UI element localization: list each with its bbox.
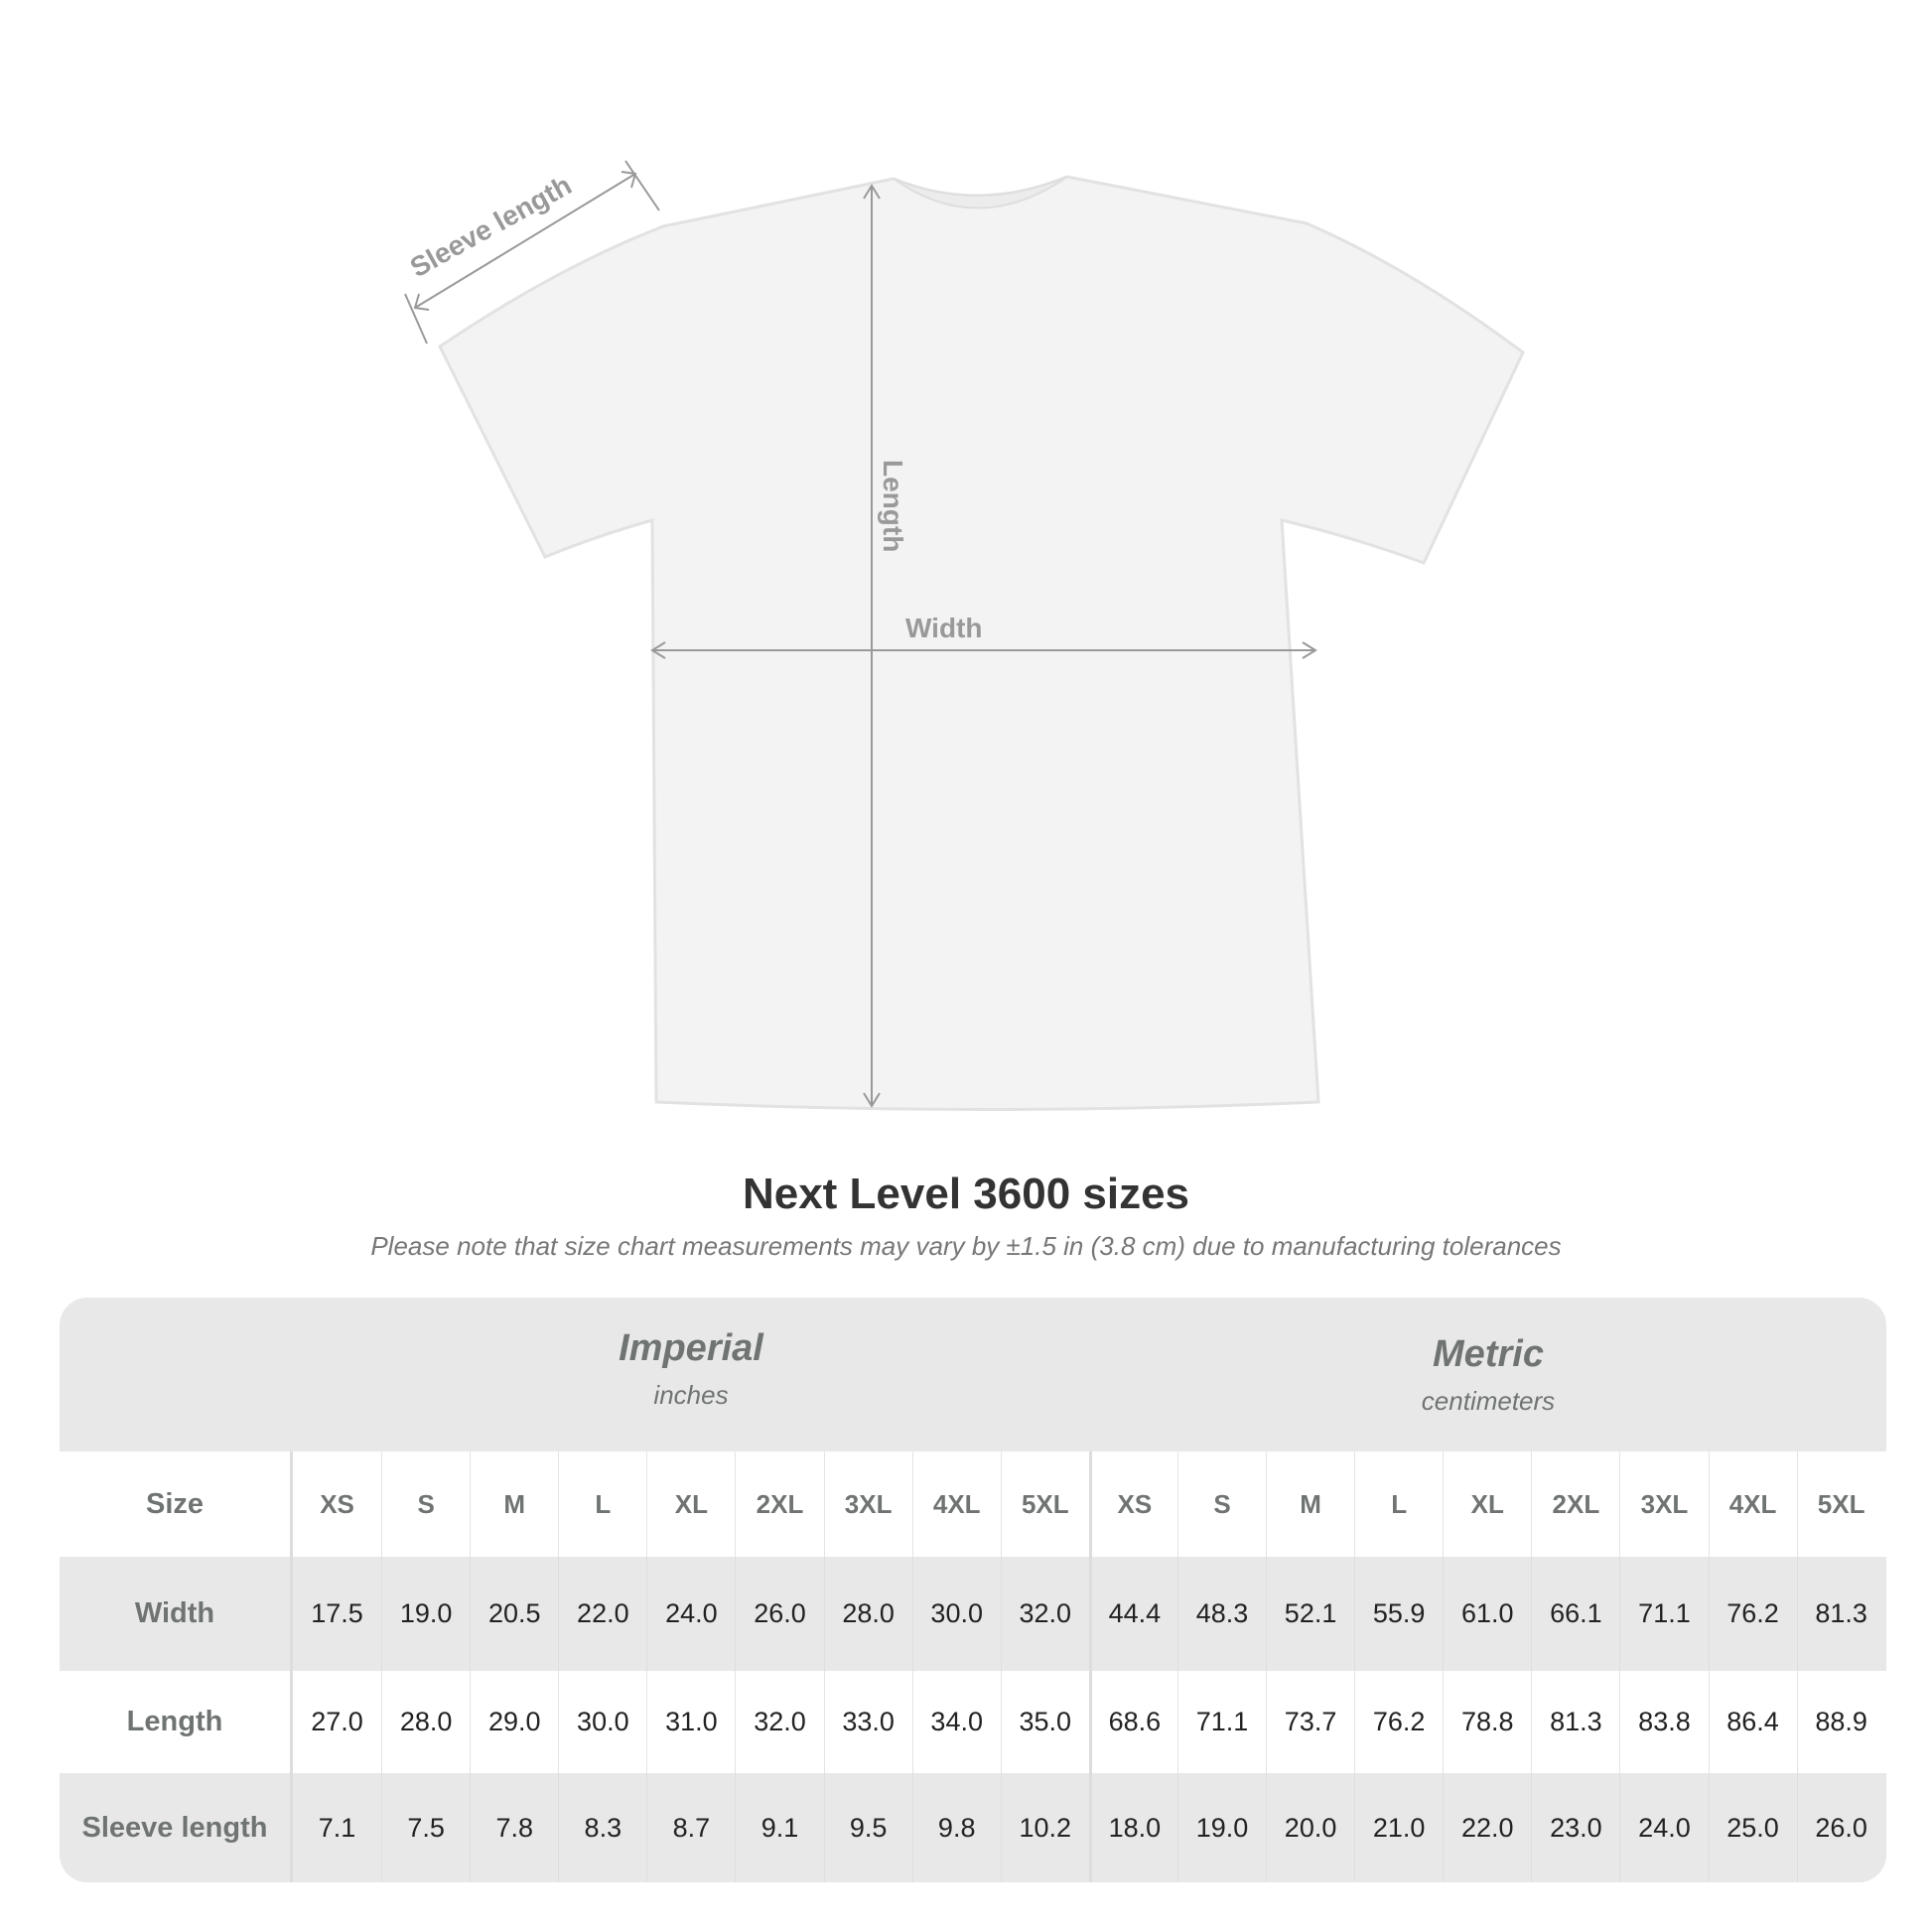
metric-cell: 61.0	[1443, 1557, 1531, 1671]
metric-cell: 68.6	[1088, 1671, 1177, 1773]
tshirt-image	[438, 175, 1525, 1111]
imperial-cell: 5XL	[1000, 1451, 1089, 1557]
metric-cell: L	[1354, 1451, 1443, 1557]
imperial-cell: 9.1	[735, 1773, 823, 1882]
length-row: Length 27.0 28.0 29.0 30.0 31.0 32.0 33.0 34.0 35…	[60, 1671, 1886, 1773]
metric-cell: 71.1	[1176, 1671, 1266, 1773]
row-label: Length	[60, 1671, 293, 1773]
sleeve-arrow	[404, 160, 660, 345]
imperial-cell: XL	[646, 1451, 735, 1557]
metric-cell: 2XL	[1531, 1451, 1619, 1557]
metric-unit: centimeters	[1421, 1386, 1556, 1416]
imperial-cell: 29.0	[470, 1671, 558, 1773]
imperial-cell: 26.0	[735, 1557, 823, 1671]
imperial-cell: 4XL	[911, 1451, 1001, 1557]
metric-cell: 48.3	[1176, 1557, 1266, 1671]
metric-header: Metric centimeters	[1090, 1298, 1886, 1487]
imperial-cell: 28.0	[381, 1671, 470, 1773]
metric-cell: 81.3	[1796, 1557, 1885, 1671]
imperial-cell: 10.2	[1000, 1773, 1089, 1882]
imperial-cell: 7.5	[381, 1773, 470, 1882]
metric-cell: 23.0	[1531, 1773, 1619, 1882]
imperial-cell: 22.0	[558, 1557, 646, 1671]
metric-cell: M	[1266, 1451, 1354, 1557]
imperial-cell: 33.0	[823, 1671, 912, 1773]
metric-cell: 20.0	[1266, 1773, 1354, 1882]
metric-cell: 66.1	[1531, 1557, 1619, 1671]
imperial-cell: 28.0	[823, 1557, 912, 1671]
metric-cell: 19.0	[1176, 1773, 1266, 1882]
metric-cell: 78.8	[1443, 1671, 1531, 1773]
metric-cell: 86.4	[1708, 1671, 1797, 1773]
tshirt-diagram: Sleeve length Length Width	[404, 160, 1525, 1111]
width-row: Width 17.5 19.0 20.5 22.0 24.0 26.0 28.0 30.0 32.…	[60, 1557, 1886, 1671]
metric-cell: 22.0	[1443, 1773, 1531, 1882]
imperial-cell: 3XL	[823, 1451, 912, 1557]
imperial-cell: 17.5	[311, 1598, 363, 1628]
imperial-unit: inches	[653, 1380, 729, 1410]
metric-cell: XS	[1088, 1451, 1177, 1557]
imperial-cell: 9.8	[911, 1773, 1001, 1882]
imperial-cell: 32.0	[735, 1671, 823, 1773]
metric-cell: 52.1	[1266, 1557, 1354, 1671]
imperial-cell: 30.0	[911, 1557, 1001, 1671]
imperial-cell: 7.8	[470, 1773, 558, 1882]
imperial-cell: 20.5	[470, 1557, 558, 1671]
width-label: Width	[905, 613, 983, 643]
metric-cell: 18.0	[1088, 1773, 1177, 1882]
imperial-cell: 31.0	[646, 1671, 735, 1773]
metric-cell: 55.9	[1354, 1557, 1443, 1671]
metric-cell: 76.2	[1708, 1557, 1797, 1671]
metric-cell: 25.0	[1708, 1773, 1797, 1882]
sleeve-length-row: Sleeve length 7.1 7.5 7.8 8.3 8.7 9.1 9.5 9.8 10.…	[60, 1773, 1886, 1882]
imperial-cell: 8.3	[558, 1773, 646, 1882]
width-arrow	[650, 641, 1317, 659]
metric-cell: 5XL	[1796, 1451, 1885, 1557]
metric-cell: 73.7	[1266, 1671, 1354, 1773]
imperial-cell: 24.0	[646, 1557, 735, 1671]
size-table: Imperial inches Metric centimeters Size X…	[60, 1298, 1886, 1882]
metric-cell: 88.9	[1796, 1671, 1885, 1773]
tolerance-note: Please note that size chart measurements…	[370, 1231, 1562, 1261]
length-label: Length	[878, 460, 908, 552]
metric-cell: 83.8	[1619, 1671, 1708, 1773]
metric-cell: 81.3	[1531, 1671, 1619, 1773]
imperial-cell: 8.7	[646, 1773, 735, 1882]
metric-title: Metric	[1433, 1333, 1544, 1375]
imperial-cell: 32.0	[1000, 1557, 1089, 1671]
collar	[893, 176, 1068, 209]
metric-cell: 21.0	[1354, 1773, 1443, 1882]
metric-cell: 76.2	[1354, 1671, 1443, 1773]
row-label: Sleeve length	[60, 1773, 293, 1882]
metric-cell: 24.0	[1619, 1773, 1708, 1882]
imperial-cell: 27.0	[311, 1707, 363, 1736]
metric-cell: 3XL	[1619, 1451, 1708, 1557]
imperial-cell: L	[558, 1451, 646, 1557]
metric-cell: 26.0	[1796, 1773, 1885, 1882]
metric-cell: 4XL	[1708, 1451, 1797, 1557]
imperial-title: Imperial	[619, 1327, 763, 1369]
imperial-cell: XS	[320, 1488, 354, 1519]
imperial-cell: 19.0	[381, 1557, 470, 1671]
length-arrow	[863, 184, 881, 1108]
imperial-cell: 7.1	[318, 1812, 356, 1843]
metric-cell: XL	[1443, 1451, 1531, 1557]
imperial-cell: 9.5	[823, 1773, 912, 1882]
metric-cell: 44.4	[1088, 1557, 1177, 1671]
page-title: Next Level 3600 sizes	[742, 1170, 1190, 1218]
row-label: Width	[60, 1557, 293, 1671]
metric-cell: S	[1176, 1451, 1266, 1557]
imperial-cell: 30.0	[558, 1671, 646, 1773]
imperial-cell: M	[470, 1451, 558, 1557]
imperial-cell: 2XL	[735, 1451, 823, 1557]
imperial-header: Imperial inches	[293, 1298, 1089, 1481]
imperial-cell: 35.0	[1000, 1671, 1089, 1773]
row-label: Size	[60, 1451, 293, 1557]
size-row: Size XS S M L XL 2XL 3XL 4XL 5XL XS S M L XL 2XL 3XL 4XL 5…	[60, 1451, 1886, 1557]
metric-cell: 71.1	[1619, 1557, 1708, 1671]
imperial-cell: S	[381, 1451, 470, 1557]
imperial-cell: 34.0	[911, 1671, 1001, 1773]
